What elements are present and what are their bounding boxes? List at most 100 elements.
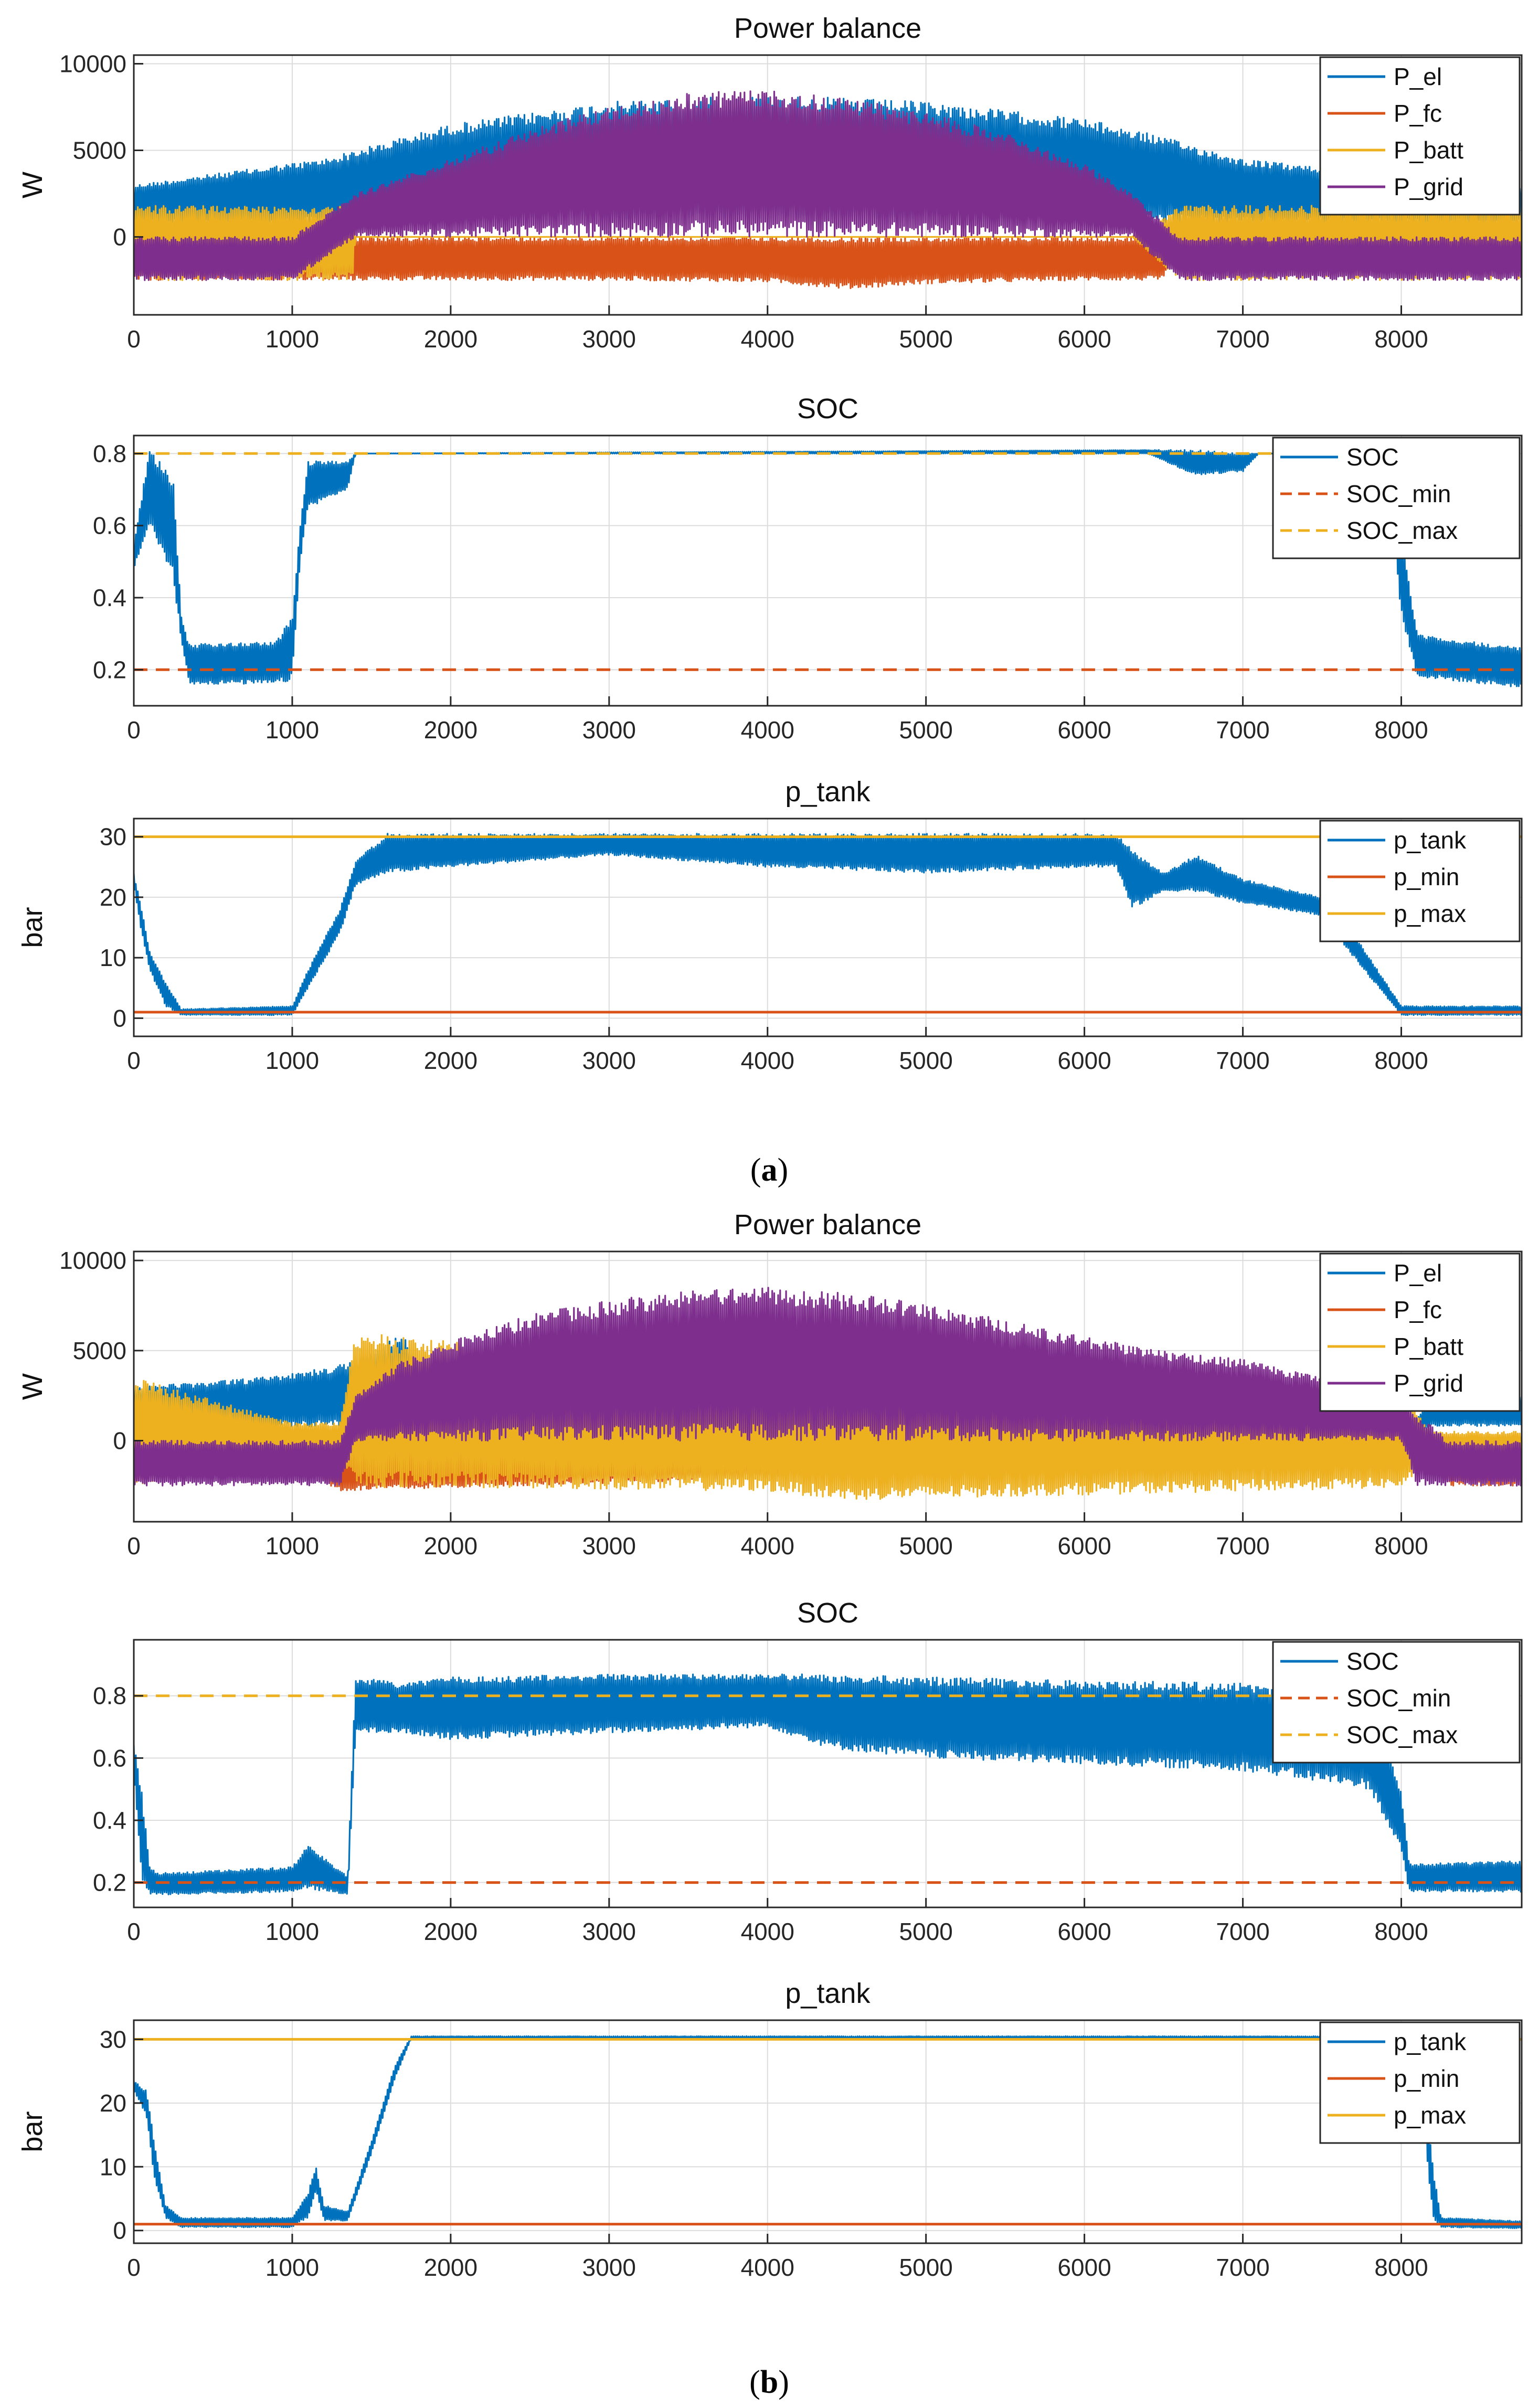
legend-label: P_el <box>1394 1259 1442 1287</box>
x-tick-label: 2000 <box>424 1918 477 1945</box>
x-tick-label: 2000 <box>424 716 477 744</box>
x-tick-label: 5000 <box>899 325 953 353</box>
legend: p_tank p_min p_max <box>1319 2021 1521 2144</box>
x-tick-label: 1000 <box>266 716 319 744</box>
x-tick-label: 6000 <box>1057 325 1111 353</box>
y-tick-label: 0.4 <box>93 584 126 611</box>
y-axis-label: W <box>17 172 48 198</box>
series-line-p-grid <box>134 1287 1522 1487</box>
y-tick-label: 20 <box>100 884 126 911</box>
y-tick-label: 0 <box>113 224 126 251</box>
legend-box <box>1319 1253 1521 1412</box>
legend-label: p_min <box>1394 2065 1459 2092</box>
caption-b: (b) <box>749 2364 789 2400</box>
chart-5: 0 1000 2000 3000 4000 5000 6000 7000 8000 0.2 0.4 0… <box>93 1597 1523 1945</box>
y-tick-label: 10000 <box>59 50 126 78</box>
axes-box <box>133 1639 1523 1908</box>
y-tick-label: 0 <box>113 1427 126 1455</box>
x-tick-label: 3000 <box>582 1918 636 1945</box>
chart-title: p_tank <box>785 776 871 808</box>
y-tick-label: 10 <box>100 944 126 971</box>
legend: p_tank p_min p_max <box>1319 820 1521 942</box>
series-line-p-grid <box>134 90 1522 281</box>
chart-2: 0 1000 2000 3000 4000 5000 6000 7000 8000 0.2 0.4 0… <box>93 393 1523 744</box>
chart-1: 0 1000 2000 3000 4000 5000 6000 7000 8000 0 5000 10… <box>17 13 1523 353</box>
x-tick-label: 8000 <box>1374 716 1428 744</box>
x-tick-label: 4000 <box>741 1047 794 1074</box>
legend-box <box>1319 56 1521 216</box>
x-tick-label: 4000 <box>741 2254 794 2281</box>
legend-label: P_fc <box>1394 100 1442 127</box>
legend-label: p_min <box>1394 863 1459 890</box>
legend: SOC SOC_min SOC_max <box>1272 1641 1521 1764</box>
y-tick-label: 0.8 <box>93 1682 126 1710</box>
y-tick-label: 0 <box>113 1004 126 1032</box>
x-tick-label: 3000 <box>582 1047 636 1074</box>
x-tick-label: 3000 <box>582 325 636 353</box>
x-tick-label: 7000 <box>1216 2254 1269 2281</box>
axes-box <box>133 2019 1523 2244</box>
legend-label: SOC_max <box>1346 517 1458 544</box>
x-tick-label: 7000 <box>1216 1047 1269 1074</box>
plot-area <box>134 2020 1522 2243</box>
x-tick-label: 0 <box>127 1532 141 1560</box>
x-tick-label: 1000 <box>266 2254 319 2281</box>
y-axis-label: bar <box>17 2111 48 2152</box>
y-tick-label: 10000 <box>59 1247 126 1274</box>
x-tick-label: 3000 <box>582 2254 636 2281</box>
x-tick-label: 4000 <box>741 1532 794 1560</box>
y-tick-label: 0.8 <box>93 440 126 467</box>
x-tick-label: 7000 <box>1216 716 1269 744</box>
legend-label: SOC <box>1346 443 1399 471</box>
legend-label: SOC_min <box>1346 480 1451 507</box>
x-tick-label: 0 <box>127 2254 141 2281</box>
y-tick-label: 30 <box>100 2025 126 2053</box>
x-tick-label: 2000 <box>424 1532 477 1560</box>
y-axis-label: W <box>17 1373 48 1400</box>
x-tick-label: 1000 <box>266 1918 319 1945</box>
x-tick-label: 1000 <box>266 325 319 353</box>
series-layer <box>134 2035 1522 2229</box>
y-tick-label: 10 <box>100 2153 126 2180</box>
x-tick-label: 0 <box>127 325 141 353</box>
axes-box <box>133 434 1523 707</box>
charts-layer: 0 1000 2000 3000 4000 5000 6000 7000 80000500010… <box>17 13 1523 2281</box>
x-tick-label: 8000 <box>1374 1047 1428 1074</box>
chart-title: Power balance <box>734 1209 921 1240</box>
x-tick-label: 3000 <box>582 1532 636 1560</box>
legend-label: P_fc <box>1394 1296 1442 1323</box>
series-layer <box>134 1287 1522 1500</box>
x-tick-label: 5000 <box>899 716 953 744</box>
x-tick-label: 4000 <box>741 1918 794 1945</box>
x-tick-label: 4000 <box>741 325 794 353</box>
x-tick-label: 6000 <box>1057 1532 1111 1560</box>
y-tick-label: 5000 <box>73 137 126 164</box>
x-tick-label: 1000 <box>266 1532 319 1560</box>
axes-box <box>133 818 1523 1037</box>
y-axis-label: bar <box>17 907 48 948</box>
y-tick-label: 20 <box>100 2089 126 2117</box>
x-tick-label: 2000 <box>424 2254 477 2281</box>
x-tick-label: 5000 <box>899 1532 953 1560</box>
x-tick-label: 7000 <box>1216 325 1269 353</box>
y-tick-label: 30 <box>100 823 126 851</box>
y-tick-label: 0 <box>113 2217 126 2244</box>
x-tick-label: 2000 <box>424 325 477 353</box>
x-tick-label: 7000 <box>1216 1918 1269 1945</box>
chart-3: 0 1000 2000 3000 4000 5000 6000 7000 8000 0 10 20 30… <box>17 776 1523 1074</box>
chart-title: SOC <box>797 1597 858 1629</box>
legend: SOC SOC_min SOC_max <box>1272 437 1521 559</box>
x-tick-label: 6000 <box>1057 1047 1111 1074</box>
y-tick-label: 0.2 <box>93 1869 126 1896</box>
chart-title: Power balance <box>734 13 921 44</box>
legend-label: SOC_min <box>1346 1684 1451 1712</box>
legend-label: p_max <box>1394 2102 1466 2129</box>
x-tick-label: 8000 <box>1374 1532 1428 1560</box>
x-tick-label: 5000 <box>899 1918 953 1945</box>
x-tick-label: 0 <box>127 716 141 744</box>
x-tick-label: 1000 <box>266 1047 319 1074</box>
legend-label: SOC_max <box>1346 1721 1458 1748</box>
legend-label: P_batt <box>1394 136 1463 164</box>
